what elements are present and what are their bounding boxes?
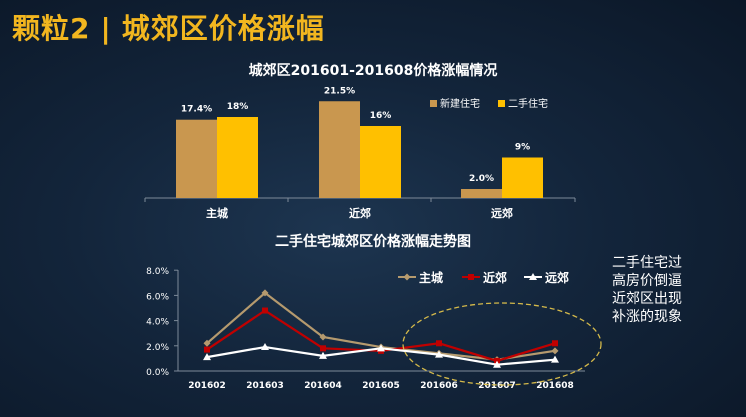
bar-data-label: 17.4% [181,105,212,115]
bar-new-house [461,189,502,198]
line-legend-label: 远郊 [545,270,569,285]
line-legend-marker [529,273,537,280]
bar-second-house [502,157,543,198]
bar-legend-label: 二手住宅 [508,97,548,110]
line-x-tick-label: 201608 [536,381,574,391]
line-x-tick-label: 201606 [420,381,458,391]
bar-new-house [319,101,360,198]
bar-category-label: 主城 [206,206,228,220]
side-note-line: 二手住宅过 [612,255,682,271]
line-x-tick-label: 201604 [304,381,342,391]
line-x-tick-label: 201607 [478,381,516,391]
line-point-far-suburb [377,344,385,352]
title-separator: | [100,12,112,45]
line-point-near-suburb [320,345,326,352]
line-point-far-suburb [319,351,327,359]
line-point-near-suburb [552,340,558,347]
bar-legend-swatch [498,100,505,107]
side-note-line: 补涨的现象 [612,309,682,325]
line-y-tick-label: 0.0% [146,368,169,378]
side-note-line: 高房价倒逼 [612,273,682,289]
bar-second-house [217,117,258,198]
bar-legend-swatch [430,100,437,107]
line-point-far-suburb [493,360,501,368]
line-legend-marker [468,274,474,280]
bar-data-label: 2.0% [469,174,494,184]
line-x-tick-label: 201603 [246,381,284,391]
bar-legend-label: 新建住宅 [440,97,480,110]
line-point-far-suburb [261,343,269,351]
line-point-main-city [203,339,211,347]
line-y-tick-label: 6.0% [146,292,169,302]
side-note-line: 近郊区出现 [612,291,682,307]
bar-data-label: 18% [227,102,249,112]
line-legend-label: 主城 [419,270,443,285]
line-y-tick-label: 8.0% [146,267,169,277]
bar-data-label: 21.5% [324,86,355,96]
highlight-ellipse [402,302,602,386]
bar-second-house [360,126,401,198]
line-point-far-suburb [435,350,443,358]
line-legend-label: 近郊 [483,270,507,285]
line-point-far-suburb [551,355,559,363]
bar-new-house [176,119,217,198]
line-y-tick-label: 4.0% [146,318,169,328]
side-note: 二手住宅过高房价倒逼近郊区出现补涨的现象 [612,254,712,326]
slide-title-part1: 颗粒2 [12,12,91,45]
line-legend-marker [403,273,411,281]
slide-title: 颗粒2 | 城郊区价格涨幅 [12,10,325,48]
bar-data-label: 16% [370,111,392,121]
line-point-near-suburb [262,307,268,314]
line-x-tick-label: 201602 [188,381,226,391]
bar-category-label: 近郊 [349,206,371,220]
slide-title-part2: 城郊区价格涨幅 [121,12,325,45]
line-point-main-city [261,289,269,297]
line-y-tick-label: 2.0% [146,343,169,353]
line-x-tick-label: 201605 [362,381,400,391]
line-point-main-city [551,347,559,355]
line-point-near-suburb [436,340,442,347]
bar-chart-title: 城郊区201601-201608价格涨幅情况 [249,62,498,79]
bar-data-label: 9% [515,143,530,153]
line-chart-title: 二手住宅城郊区价格涨幅走势图 [275,233,471,250]
line-point-far-suburb [203,353,211,361]
bar-category-label: 远郊 [491,206,513,220]
line-point-near-suburb [204,346,210,353]
line-point-main-city [319,333,327,341]
